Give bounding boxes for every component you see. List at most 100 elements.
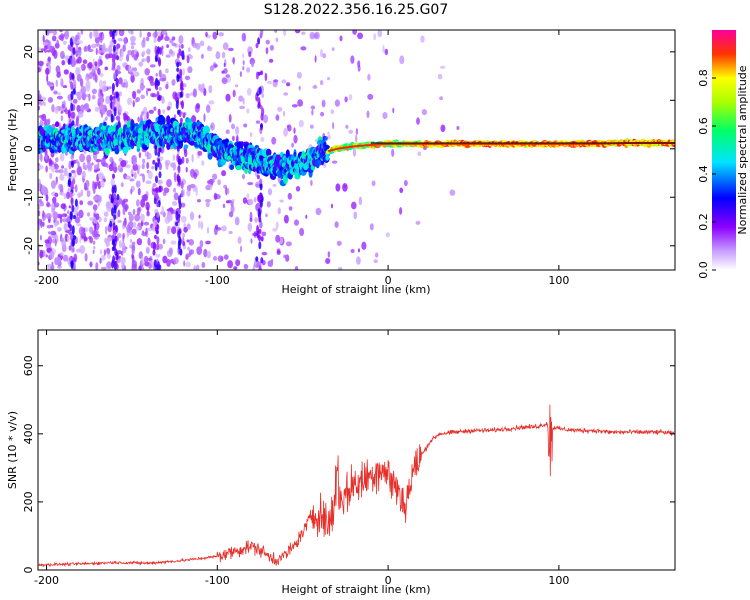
spectrogram-speckle	[54, 192, 59, 198]
spectrogram-speckle	[184, 149, 188, 158]
spectrogram-speckle	[102, 80, 107, 85]
spectrogram-speckle	[235, 84, 239, 88]
spectrogram-speckle	[182, 68, 185, 76]
spectrogram-speckle	[92, 186, 96, 194]
spectrogram-speckle	[126, 54, 130, 62]
spectrogram-speckle	[162, 255, 168, 264]
spectrogram-speckle	[171, 79, 176, 86]
spectrogram-streak	[72, 257, 76, 262]
spectrogram-speckle	[137, 164, 141, 170]
spectrogram-speckle	[38, 178, 41, 187]
spectrogram-speckle	[88, 61, 93, 69]
spectrogram-speckle	[440, 65, 446, 69]
spectrogram-speckle	[166, 44, 170, 48]
spectrogram-speckle	[48, 166, 52, 170]
spectrogram-streak	[158, 163, 162, 171]
spectrogram-speckle	[75, 59, 80, 64]
spectrogram-speckle	[141, 163, 145, 170]
spectrogram-speckle	[331, 203, 333, 209]
spectrogram-speckle	[52, 211, 59, 220]
spectrogram-streak	[71, 238, 75, 247]
spectrogram-speckle	[230, 205, 235, 213]
spectrogram-speckle	[242, 60, 245, 66]
spectrogram-streak	[257, 37, 261, 45]
spectrogram-speckle	[72, 98, 78, 104]
spectrogram-speckle	[123, 78, 127, 83]
spectrogram-speckle	[48, 231, 51, 235]
spectrogram-speckle	[133, 171, 137, 180]
spectrogram-speckle	[181, 202, 186, 208]
spectrogram-speckle	[101, 107, 106, 115]
spectrogram-speckle	[79, 245, 86, 254]
spectrogram-speckle	[94, 222, 97, 232]
spectrogram-speckle	[309, 32, 315, 40]
spectrogram-streak	[180, 44, 184, 49]
spectrogram-speckle	[296, 71, 302, 79]
spectrogram-speckle	[222, 42, 229, 51]
spectrogram-streak	[180, 190, 184, 198]
spectrogram-speckle	[391, 148, 395, 157]
spectrogram-speckle	[136, 89, 141, 94]
spectrogram-streak	[174, 92, 178, 102]
spectrogram-streak	[179, 117, 183, 123]
spectrogram-speckle	[297, 99, 304, 107]
x-tick-label: 0	[385, 274, 392, 287]
spectrogram-speckle	[91, 88, 97, 95]
spectrogram-streak	[177, 74, 180, 80]
spectrogram-speckle	[235, 259, 241, 267]
spectrogram-speckle	[52, 196, 57, 204]
spectrogram-speckle	[189, 211, 195, 221]
spectrogram-speckle	[136, 238, 143, 246]
spectrogram-streak	[176, 67, 180, 72]
spectrogram-speckle	[162, 191, 167, 196]
spectrogram-speckle	[195, 103, 201, 109]
spectrogram-speckle	[41, 113, 47, 121]
spectrogram-speckle	[91, 230, 98, 238]
spectrogram-speckle	[63, 222, 68, 231]
spectrogram-speckle	[185, 253, 191, 258]
spectrogram-speckle	[125, 175, 131, 180]
spectrogram-streak	[71, 225, 75, 235]
spectrogram-speckle	[146, 48, 151, 55]
spectrogram-speckle	[146, 87, 149, 97]
spectrogram-speckle	[155, 253, 161, 258]
snr-frame	[37, 329, 676, 571]
spectrogram-speckle	[210, 122, 215, 131]
spectrogram-speckle	[201, 160, 205, 166]
spectrogram-ridge-point	[229, 164, 235, 170]
spectrogram-streak	[258, 228, 262, 234]
spectrogram-speckle	[213, 64, 218, 68]
spectrogram-speckle	[239, 105, 246, 110]
spectrogram-streak	[178, 195, 181, 205]
spectrogram-speckle	[59, 30, 63, 33]
spectrogram-speckle	[128, 64, 131, 73]
spectrogram-speckle	[118, 30, 125, 37]
spectrogram-speckle	[271, 258, 274, 263]
spectrogram-speckle	[294, 30, 301, 34]
spectrogram-speckle	[139, 82, 145, 91]
spectrogram-speckle	[225, 129, 230, 134]
spectrogram-streak	[72, 178, 76, 185]
spectrogram-streak	[113, 108, 117, 117]
spectrogram-speckle	[38, 153, 41, 161]
spectrogram-streak	[257, 71, 261, 76]
spectrogram-speckle	[80, 64, 84, 70]
snr-x-label: Height of straight line (km)	[281, 583, 430, 596]
spectrogram-speckle	[58, 183, 63, 190]
spectrogram-speckle	[72, 79, 77, 88]
spectrogram-speckle	[145, 201, 150, 211]
spectrogram-speckle	[225, 93, 231, 102]
spectrogram-speckle	[56, 95, 63, 100]
spectrogram-streak	[176, 173, 180, 183]
spectrogram-speckle	[193, 172, 197, 180]
spectrogram-speckle	[153, 37, 157, 44]
spectrogram-speckle	[89, 31, 93, 39]
spectrogram-speckle	[148, 109, 154, 114]
spectrogram-streak	[72, 47, 76, 55]
spectrogram-speckle	[178, 44, 181, 49]
spectrogram-speckle	[152, 224, 156, 232]
spectrogram-streak	[178, 48, 182, 56]
spectrogram-streak	[179, 158, 183, 165]
spectrogram-speckle	[294, 219, 299, 226]
